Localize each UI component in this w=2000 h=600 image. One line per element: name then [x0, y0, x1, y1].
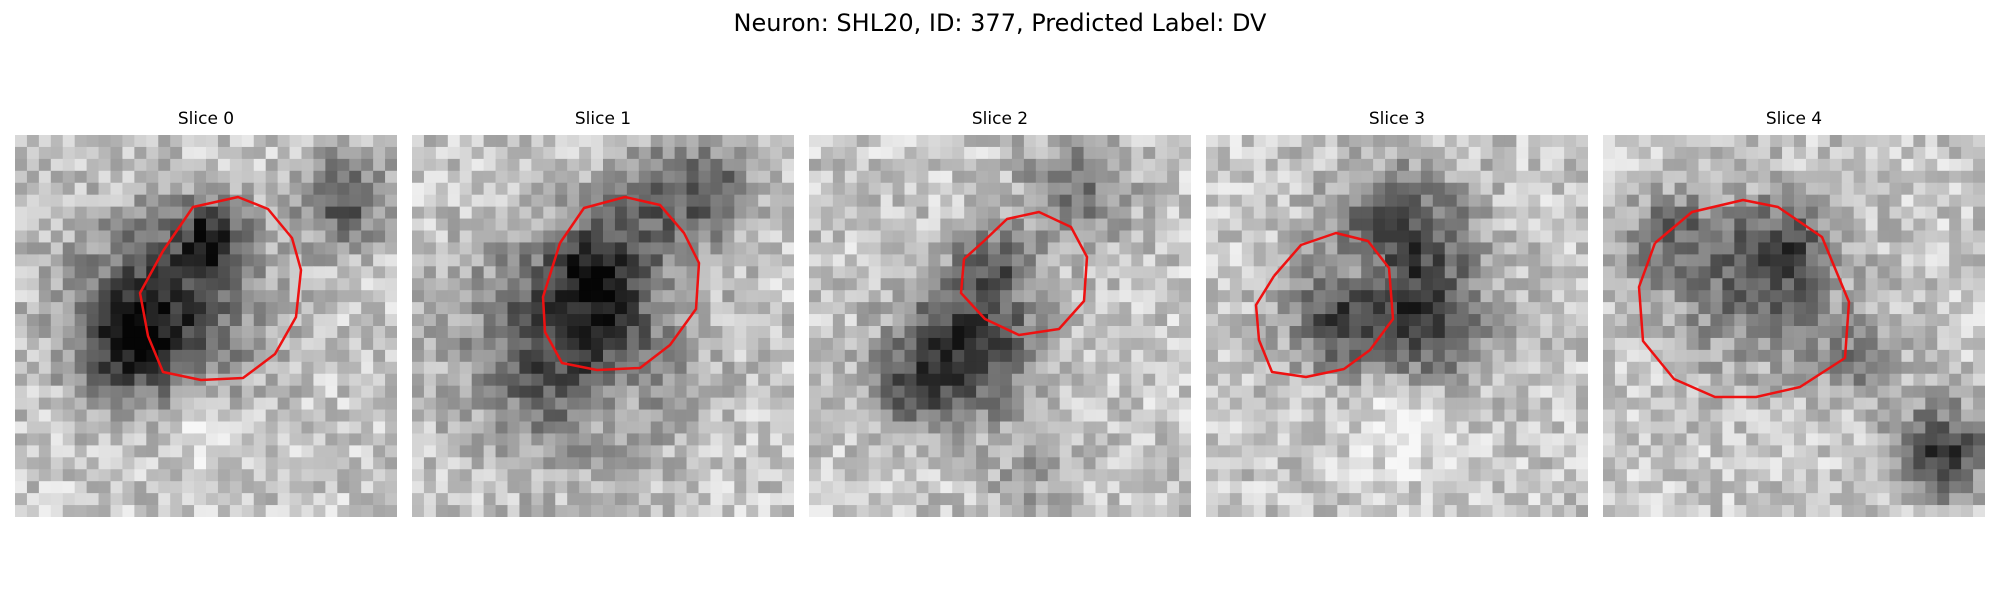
microscopy-pixels	[412, 135, 794, 517]
roi-contour	[1254, 231, 1395, 379]
slice-title: Slice 3	[1368, 109, 1426, 129]
figure-title: Neuron: SHL20, ID: 377, Predicted Label:…	[733, 9, 1267, 37]
microscopy-pixels	[1603, 135, 1985, 517]
roi-contour	[541, 195, 701, 372]
slice-panel-0: Slice 0	[15, 108, 397, 517]
slice-panel-2: Slice 2	[809, 108, 1191, 517]
slice-svg	[809, 135, 1191, 517]
slice-panel-4: Slice 4	[1603, 108, 1985, 517]
slice-svg	[1206, 135, 1588, 517]
slice-title: Slice 1	[574, 109, 632, 129]
microscopy-pixels	[15, 135, 397, 517]
microscopy-pixels	[809, 135, 1191, 517]
slice-title: Slice 4	[1765, 109, 1823, 129]
slice-image	[1206, 135, 1588, 517]
slice-title: Slice 0	[177, 109, 235, 129]
slice-image	[1603, 135, 1985, 517]
slice-panel-1: Slice 1	[412, 108, 794, 517]
slice-panel-3: Slice 3	[1206, 108, 1588, 517]
roi-contour	[138, 195, 303, 382]
roi-contour	[1637, 198, 1851, 399]
slice-image	[15, 135, 397, 517]
slice-title: Slice 2	[971, 109, 1029, 129]
slice-svg	[1603, 135, 1985, 517]
microscopy-pixels	[1206, 135, 1588, 517]
slice-svg	[15, 135, 397, 517]
roi-contour	[959, 210, 1089, 337]
slice-svg	[412, 135, 794, 517]
slice-image	[809, 135, 1191, 517]
slice-image	[412, 135, 794, 517]
